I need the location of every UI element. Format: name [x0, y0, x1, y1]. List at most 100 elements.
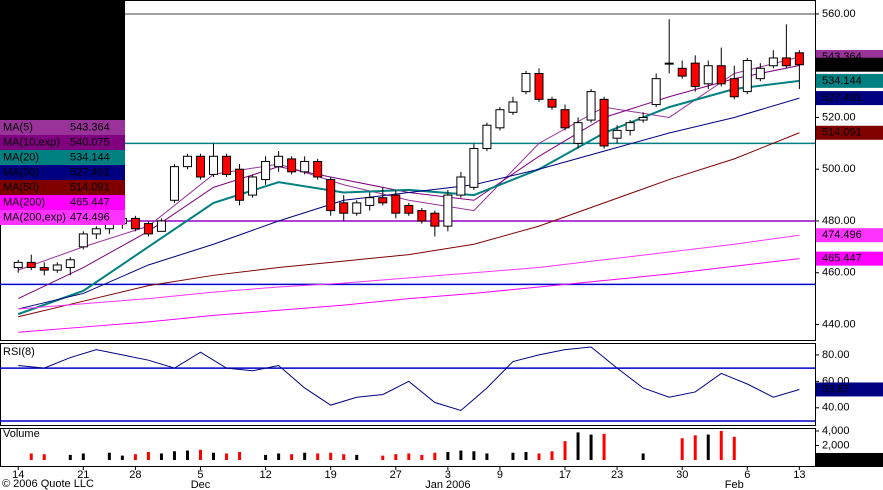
- candle-body: [26, 261, 36, 269]
- x-tick-label: 19: [325, 469, 337, 481]
- candle-body: [169, 166, 179, 201]
- info-value: 3: [60, 106, 66, 118]
- volume-last-value-box: [816, 452, 883, 467]
- x-tick-label: 6: [744, 469, 750, 481]
- candle-body: [222, 155, 232, 175]
- legend-row: [0, 120, 125, 135]
- candle-body: [456, 176, 466, 196]
- volume-bar: [524, 452, 528, 460]
- info-row: [0, 75, 125, 90]
- candle-body: [677, 67, 687, 77]
- volume-bar: [576, 432, 580, 460]
- legend-value: 527.491: [70, 166, 110, 178]
- volume-bar: [537, 453, 541, 460]
- candle-body: [326, 179, 336, 212]
- candle-body: [742, 60, 752, 93]
- volume-bar: [446, 452, 450, 460]
- volume-bar: [706, 434, 710, 460]
- volume-bar: [303, 452, 307, 460]
- volume-bar: [146, 452, 150, 460]
- rsi-tick-label: 80.00: [822, 349, 850, 361]
- month-label: Dec: [191, 479, 211, 490]
- ma-line: [18, 234, 800, 310]
- legend-row: [0, 165, 125, 180]
- y-tick-label: 520.00: [822, 111, 856, 123]
- ma-last-value-box: [816, 91, 883, 106]
- candle-body: [638, 116, 648, 121]
- candle-body: [547, 98, 557, 108]
- candle-body: [781, 57, 791, 67]
- x-tick-label: 14: [12, 469, 24, 481]
- candle-body: [300, 160, 310, 173]
- candle-body: [768, 57, 778, 67]
- y-tick-label: 560.00: [822, 8, 856, 20]
- legend-value: 543.364: [70, 121, 110, 133]
- info-label: High: [3, 46, 26, 58]
- candle-body: [404, 204, 414, 214]
- volume-bar: [277, 453, 281, 460]
- candle-body: [339, 202, 349, 214]
- volume-bar: [185, 450, 189, 460]
- candle-body: [443, 194, 453, 227]
- candle-body: [521, 72, 531, 93]
- volume-bar: [172, 451, 176, 460]
- candle-body: [651, 78, 661, 106]
- candle-body: [430, 212, 440, 227]
- candle-body: [586, 91, 596, 121]
- month-label: Jan 2006: [425, 479, 470, 490]
- volume-bar: [329, 452, 333, 460]
- volume-bar: [472, 451, 476, 460]
- legend-value: 465.447: [70, 196, 110, 208]
- legend-value: 534.144: [70, 151, 110, 163]
- candle-body: [534, 72, 544, 100]
- candle-body: [703, 65, 713, 85]
- info-label: Low: [3, 61, 23, 73]
- volume-bar: [641, 453, 645, 460]
- legend-row: [0, 150, 125, 165]
- volume-bar: [68, 454, 72, 460]
- candle-body: [248, 176, 258, 196]
- volume-bar: [589, 434, 593, 460]
- candle-body: [235, 168, 245, 201]
- candle-body: [716, 65, 726, 85]
- volume-bar: [693, 435, 697, 460]
- volume-tick-label: 4,000: [822, 425, 850, 437]
- info-row: [0, 15, 125, 30]
- ma-last-value: 465.447: [822, 253, 862, 265]
- volume-bar: [107, 452, 111, 460]
- info-value: 0.00: [60, 31, 81, 43]
- rsi-last-value-box: [816, 382, 883, 397]
- candle-body: [13, 261, 23, 269]
- x-tick-label: 13: [793, 469, 805, 481]
- volume-bar: [81, 453, 85, 460]
- candle-body: [417, 210, 427, 222]
- x-tick-label: 23: [611, 469, 623, 481]
- candle-body: [794, 52, 804, 66]
- volume-bar: [563, 441, 567, 460]
- volume-bar: [133, 454, 137, 460]
- rsi-last-value: 53.87: [822, 383, 850, 395]
- candle-body: [91, 228, 101, 235]
- y-tick-label: 500.00: [822, 163, 856, 175]
- info-label: Date: [3, 16, 26, 28]
- candle-body: [612, 129, 622, 139]
- rsi-tick-label: 40.00: [822, 402, 850, 414]
- ma-last-value: 534.144: [822, 75, 862, 87]
- legend-name: MA(30): [3, 166, 39, 178]
- candle-body: [287, 158, 297, 173]
- candle-body: [274, 155, 284, 168]
- volume-bar: [159, 453, 163, 460]
- panel-frame: [0, 428, 816, 467]
- candle-body: [625, 122, 635, 131]
- candle-body: [352, 202, 362, 214]
- candle-body: [560, 109, 570, 129]
- info-label: Csr %: [3, 91, 33, 103]
- info-value: 02/13/06: [60, 16, 103, 28]
- volume-bar: [459, 450, 463, 460]
- ma-line: [18, 97, 800, 310]
- volume-bar: [29, 453, 33, 460]
- volume-bar: [420, 454, 424, 460]
- legend-value: 540.075: [70, 136, 110, 148]
- candle-body: [195, 155, 205, 178]
